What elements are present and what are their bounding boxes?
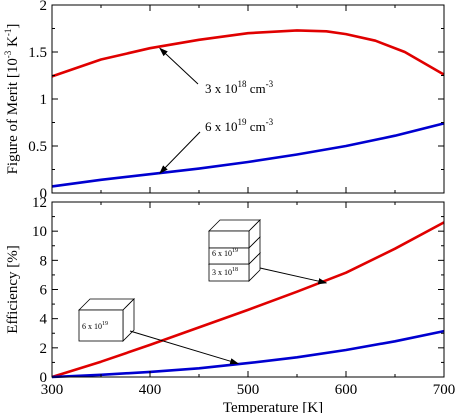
single-box xyxy=(78,298,135,342)
stacked-box-top-label-sup: 19 xyxy=(232,248,238,254)
y-title-sup: -1 xyxy=(3,29,13,37)
y-tick-label: 0 xyxy=(40,370,48,386)
panel-bottom: 0 2 4 6 8 10 12 300 400 500 600 700 Temperature [K] E… xyxy=(5,195,455,413)
y-tick-label: 1 xyxy=(40,92,48,108)
annotation-6e19-unit: cm xyxy=(247,119,266,134)
x-tick-label: 400 xyxy=(139,382,162,398)
y-tick-label: 0.5 xyxy=(28,139,47,155)
annotation-3e18: 3 x 1018 cm-3 xyxy=(205,79,274,96)
stacked-box-bottom-label-base: 3 x 10 xyxy=(212,268,232,277)
y-title-part: K xyxy=(5,36,21,51)
annotation-3e18-base: 3 x 10 xyxy=(205,81,238,96)
series-blue-line xyxy=(51,329,445,379)
annotation-6e19: 6 x 1019 cm-3 xyxy=(205,117,274,134)
y-title-part: ] xyxy=(5,24,21,29)
y-tick-label: 1.5 xyxy=(28,45,47,61)
annotation-arrow xyxy=(129,330,240,365)
y-title-part: Figure of Merit [10 xyxy=(5,58,21,174)
stacked-box-top-label: 6 x 1019 xyxy=(212,248,238,258)
x-tick-label: 500 xyxy=(237,382,260,398)
annotation-3e18-unit-sup: -3 xyxy=(266,79,274,89)
single-box-label: 6 x 1019 xyxy=(82,321,108,331)
y-axis-title: Efficiency [%] xyxy=(5,245,21,333)
y-title-sup: -3 xyxy=(3,50,13,58)
stacked-box-top-label-base: 6 x 10 xyxy=(212,249,232,258)
annotation-arrow xyxy=(159,47,199,85)
stacked-box-top xyxy=(208,219,261,249)
annotation-6e19-base: 6 x 10 xyxy=(205,119,238,134)
single-box-label-base: 6 x 10 xyxy=(82,322,102,331)
annotation-3e18-unit: cm xyxy=(247,81,266,96)
y-tick-label: 2 xyxy=(40,0,48,14)
x-tick-label: 700 xyxy=(433,382,456,398)
stacked-box-middle-side xyxy=(248,236,261,265)
x-tick-label: 600 xyxy=(335,382,358,398)
stacked-box-bottom-label-sup: 18 xyxy=(232,267,238,273)
y-axis-title: Figure of Merit [10-3 K-1] xyxy=(3,24,21,175)
single-box-front-face xyxy=(78,309,124,342)
y-tick-label: 4 xyxy=(40,312,48,328)
y-tick-label: 2 xyxy=(40,341,48,357)
x-tick-label: 300 xyxy=(41,382,64,398)
x-axis-title: Temperature [K] xyxy=(223,400,323,413)
y-tick-label: 12 xyxy=(32,195,47,211)
annotation-6e19-unit-sup: -3 xyxy=(266,117,274,127)
y-tick-label: 6 xyxy=(40,283,48,299)
annotation-3e18-sup: 18 xyxy=(238,79,248,89)
series-blue-line xyxy=(51,122,445,188)
annotation-arrow xyxy=(259,267,328,285)
annotation-6e19-sup: 19 xyxy=(238,117,248,127)
single-box-label-sup: 19 xyxy=(102,321,108,327)
annotation-arrow xyxy=(159,131,201,174)
y-tick-label: 10 xyxy=(32,224,47,240)
series-red-line xyxy=(51,221,445,379)
stacked-box-top-front-face xyxy=(208,230,250,249)
y-tick-label: 0 xyxy=(40,186,48,202)
stacked-box-bottom-label: 3 x 1018 xyxy=(212,267,238,277)
series-red-line xyxy=(51,29,445,78)
y-tick-label: 8 xyxy=(40,253,48,269)
